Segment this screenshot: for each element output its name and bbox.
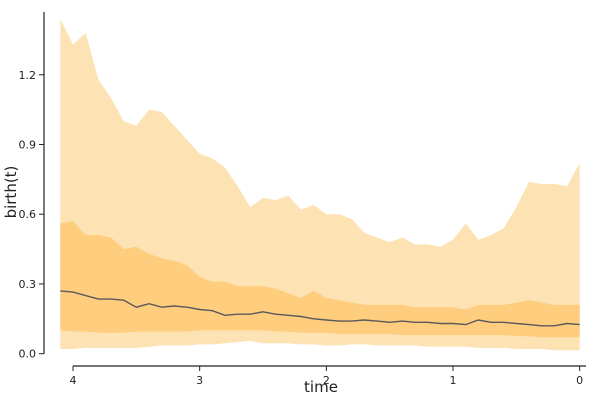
band-area-0 — [60, 19, 580, 351]
x-axis-title: time — [304, 378, 338, 396]
x-tick-label: 4 — [70, 374, 77, 387]
x-tick-label: 0 — [576, 374, 583, 387]
y-axis-ticks: 0.0 0.3 0.6 0.9 1.2 — [19, 69, 44, 361]
y-tick-label: 0.3 — [19, 278, 37, 291]
y-tick-label: 0.6 — [19, 208, 37, 221]
y-tick-label: 1.2 — [19, 69, 37, 82]
y-tick-label: 0.0 — [19, 348, 37, 361]
y-axis-title: birth(t) — [2, 166, 20, 219]
median-line — [60, 290, 580, 327]
x-tick-label: 1 — [450, 374, 457, 387]
x-tick-label: 2 — [323, 374, 330, 387]
plot-area — [60, 19, 580, 351]
x-tick-label: 3 — [196, 374, 203, 387]
y-tick-label: 0.9 — [19, 138, 37, 151]
x-axis-ticks: 4 3 2 1 0 — [70, 366, 583, 387]
